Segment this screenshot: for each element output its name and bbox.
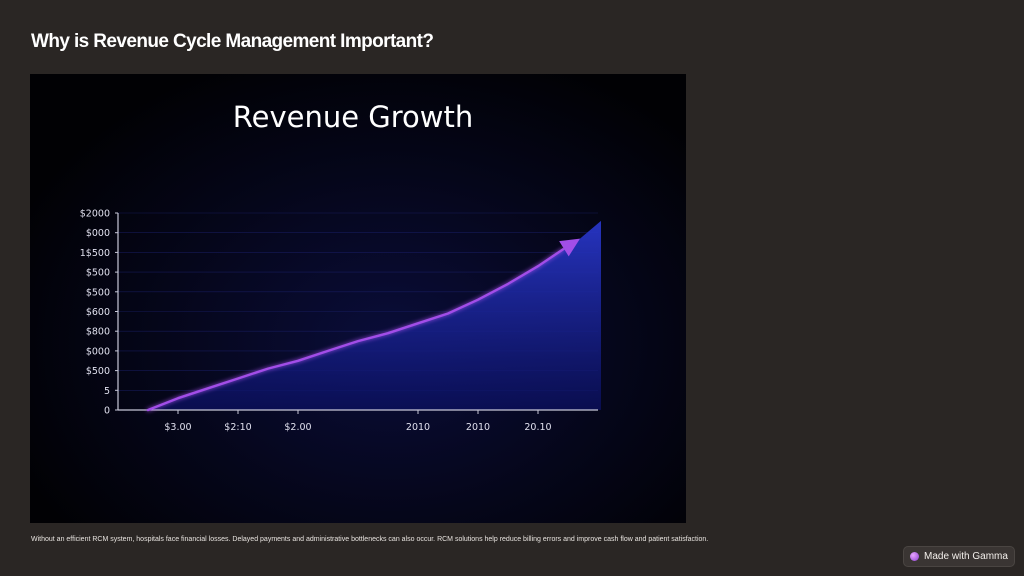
- x-tick-label: $3.00: [164, 422, 191, 433]
- arrow-shaft: [537, 247, 565, 268]
- y-tick-label: 0: [104, 406, 110, 417]
- y-tick-label: $000: [86, 346, 110, 357]
- badge-label: Made with Gamma: [924, 551, 1008, 562]
- area-fill: [148, 220, 601, 410]
- slide-caption: Without an efficient RCM system, hospita…: [31, 536, 709, 543]
- series-line: [146, 238, 580, 412]
- x-tick-label: $2.00: [284, 422, 311, 433]
- chart-svg: Revenue Growth 0 5 $500 $000 $800 $600 $500 $50…: [80, 100, 601, 433]
- y-tick-label: $600: [86, 307, 110, 318]
- x-tick-label: 20.10: [524, 422, 551, 433]
- x-tick-label: 2010: [466, 422, 490, 433]
- made-with-gamma-button[interactable]: Made with Gamma: [903, 546, 1015, 567]
- slide-title: Why is Revenue Cycle Management Importan…: [31, 31, 434, 52]
- arrow-head: [559, 238, 580, 257]
- y-tick-label: 5: [104, 386, 110, 397]
- y-tick-label: $800: [86, 327, 110, 338]
- y-tick-label: $500: [86, 268, 110, 279]
- chart-title: Revenue Growth: [233, 100, 473, 134]
- y-tick-label: $2000: [80, 209, 110, 220]
- x-tick-label: 2010: [406, 422, 430, 433]
- gamma-logo-icon: [910, 552, 920, 561]
- x-axis-ticks: $3.00 $2:10 $2.00 2010 2010 20.10: [164, 410, 552, 433]
- y-tick-label: $000: [86, 228, 110, 239]
- x-tick-label: $2:10: [224, 422, 251, 433]
- revenue-growth-chart: Revenue Growth 0 5 $500 $000 $800 $600 $500 $50…: [30, 74, 686, 523]
- area-fill-path: [148, 220, 601, 410]
- grid-lines: [118, 212, 598, 391]
- y-tick-label: $500: [86, 366, 110, 377]
- y-axis-ticks: 0 5 $500 $000 $800 $600 $500 $500 1$500 $000 $2000: [80, 209, 118, 417]
- y-tick-label: 1$500: [80, 248, 110, 259]
- series-line-path: [146, 265, 540, 412]
- y-tick-label: $500: [86, 287, 110, 298]
